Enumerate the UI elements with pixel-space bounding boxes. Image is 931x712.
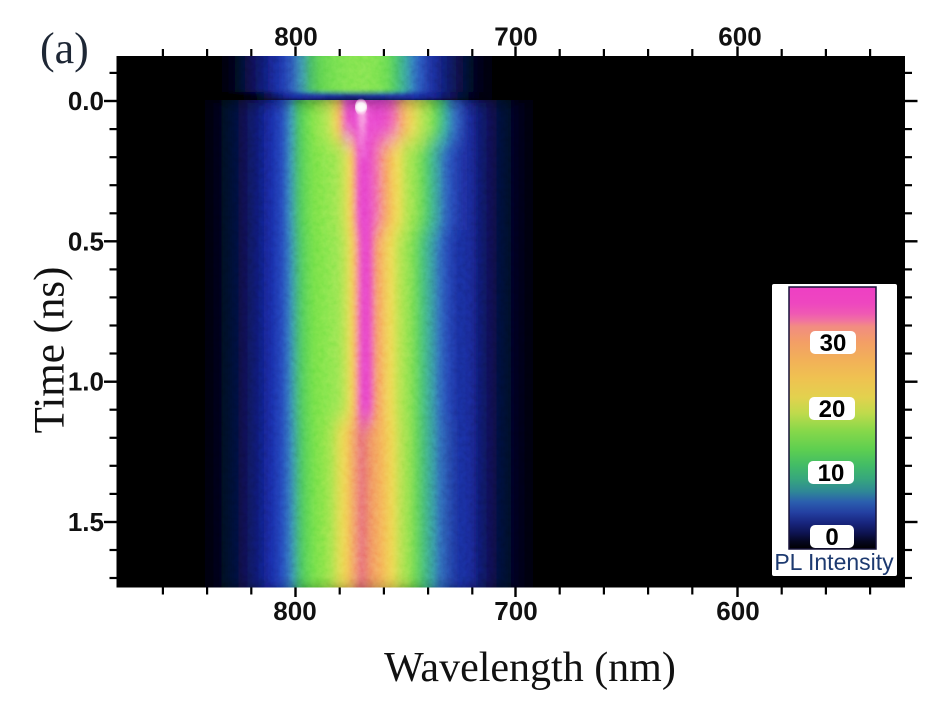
svg-text:0: 0 <box>825 524 838 551</box>
svg-text:(a): (a) <box>40 24 89 73</box>
svg-text:30: 30 <box>820 330 847 357</box>
svg-text:0.5: 0.5 <box>68 226 104 256</box>
svg-text:1.0: 1.0 <box>68 367 104 397</box>
svg-text:0.0: 0.0 <box>68 86 104 116</box>
svg-text:600: 600 <box>718 22 761 52</box>
svg-text:600: 600 <box>716 596 759 626</box>
svg-text:PL Intensity: PL Intensity <box>774 549 894 575</box>
svg-text:800: 800 <box>273 596 316 626</box>
svg-text:20: 20 <box>819 396 846 423</box>
svg-text:800: 800 <box>274 22 317 52</box>
svg-text:1.5: 1.5 <box>68 507 104 537</box>
svg-text:Time (ns): Time (ns) <box>27 267 74 434</box>
svg-text:Wavelength (nm): Wavelength (nm) <box>384 645 676 691</box>
svg-text:700: 700 <box>494 22 537 52</box>
svg-text:10: 10 <box>818 460 845 487</box>
svg-text:700: 700 <box>494 596 537 626</box>
